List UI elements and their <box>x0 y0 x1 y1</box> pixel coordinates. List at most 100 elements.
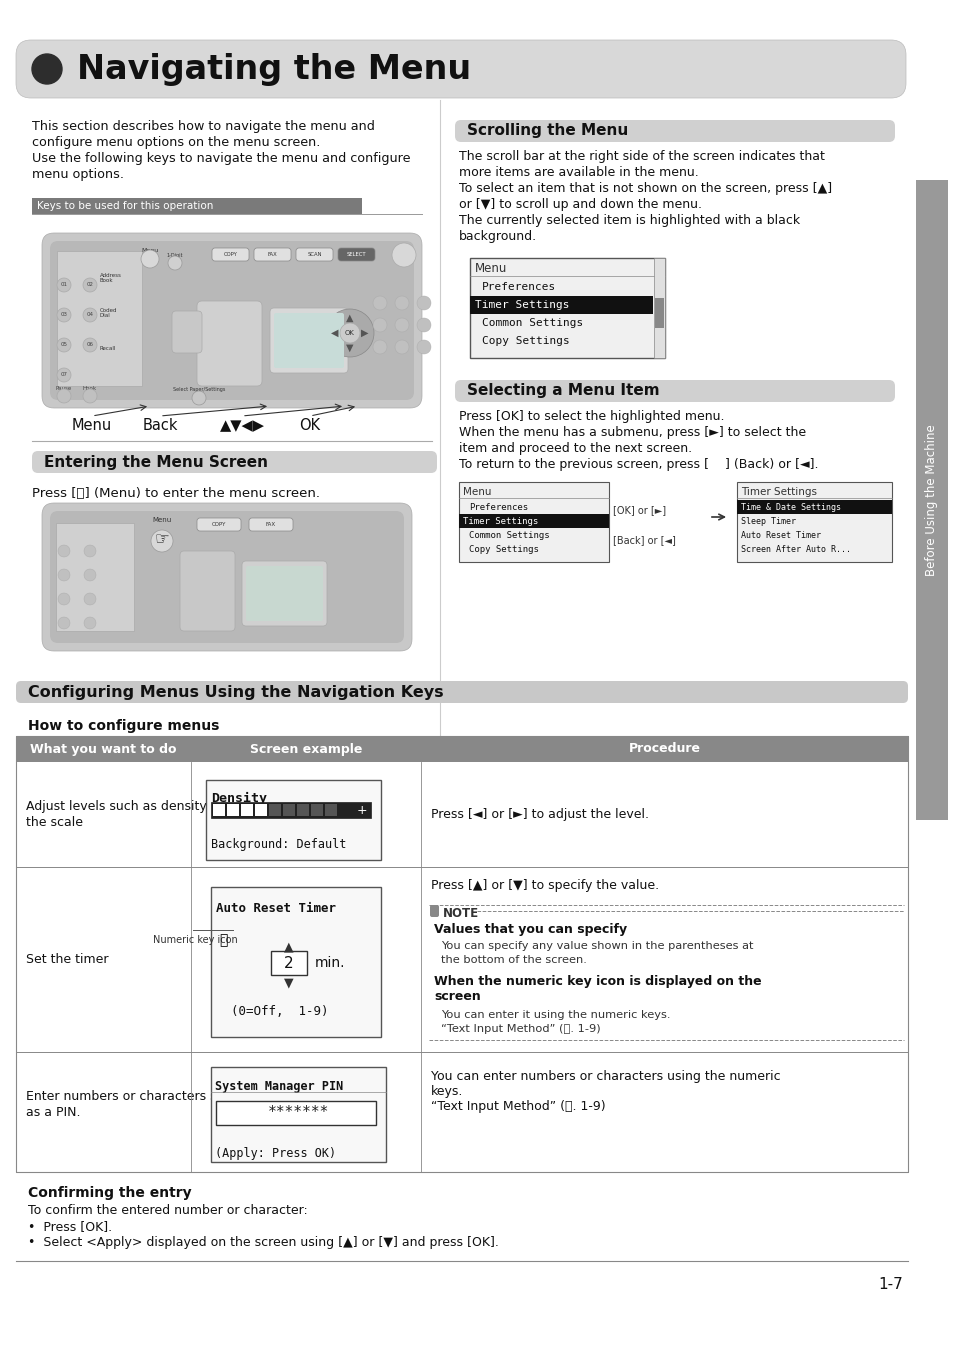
Text: ▼: ▼ <box>346 343 354 352</box>
Text: Configuring Menus Using the Navigation Keys: Configuring Menus Using the Navigation K… <box>28 684 443 699</box>
Text: Preferences: Preferences <box>481 282 556 292</box>
Text: Numeric key icon: Numeric key icon <box>152 936 237 945</box>
Bar <box>206 780 380 860</box>
Text: How to configure menus: How to configure menus <box>28 720 219 733</box>
FancyBboxPatch shape <box>212 248 249 261</box>
Text: keys.: keys. <box>431 1085 463 1098</box>
FancyBboxPatch shape <box>337 248 375 261</box>
Text: SELECT: SELECT <box>346 252 366 256</box>
FancyBboxPatch shape <box>242 562 327 626</box>
Circle shape <box>84 568 96 580</box>
FancyBboxPatch shape <box>455 379 894 402</box>
Text: You can specify any value shown in the parentheses at: You can specify any value shown in the p… <box>440 941 753 950</box>
Circle shape <box>58 568 70 580</box>
Bar <box>215 1102 375 1125</box>
Bar <box>737 500 891 514</box>
Circle shape <box>83 308 97 323</box>
Bar <box>737 482 891 562</box>
Circle shape <box>326 309 374 356</box>
Text: 04: 04 <box>87 312 93 317</box>
Text: configure menu options on the menu screen.: configure menu options on the menu scree… <box>32 136 320 148</box>
Text: background.: background. <box>458 230 537 243</box>
Circle shape <box>373 319 387 332</box>
Circle shape <box>392 243 416 267</box>
Circle shape <box>192 392 206 405</box>
Text: Preferences: Preferences <box>469 502 528 512</box>
FancyBboxPatch shape <box>253 248 291 261</box>
Text: 07: 07 <box>60 373 68 378</box>
Text: You can enter it using the numeric keys.: You can enter it using the numeric keys. <box>440 1010 670 1021</box>
Circle shape <box>84 617 96 629</box>
Text: COPY: COPY <box>223 252 237 256</box>
FancyBboxPatch shape <box>50 242 414 400</box>
Circle shape <box>83 389 97 404</box>
Circle shape <box>84 593 96 605</box>
Text: +: + <box>356 803 367 817</box>
Text: [OK] or [►]: [OK] or [►] <box>613 505 665 514</box>
Text: Selecting a Menu Item: Selecting a Menu Item <box>467 383 659 398</box>
Circle shape <box>141 250 159 269</box>
Text: Set the timer: Set the timer <box>26 953 109 967</box>
Bar <box>211 802 371 818</box>
Bar <box>16 736 907 1172</box>
Text: System Manager PIN: System Manager PIN <box>214 1080 343 1094</box>
Circle shape <box>168 256 182 270</box>
Text: Entering the Menu Screen: Entering the Menu Screen <box>44 455 268 470</box>
FancyBboxPatch shape <box>42 234 421 408</box>
Circle shape <box>58 545 70 558</box>
FancyBboxPatch shape <box>455 120 894 142</box>
Text: The currently selected item is highlighted with a black: The currently selected item is highlight… <box>458 215 800 227</box>
FancyBboxPatch shape <box>246 566 323 621</box>
Text: Navigating the Menu: Navigating the Menu <box>77 53 471 85</box>
Circle shape <box>339 323 359 343</box>
Bar <box>16 1052 907 1172</box>
Text: Coded
Dial: Coded Dial <box>100 308 117 319</box>
Text: OK: OK <box>345 329 355 336</box>
Text: OK: OK <box>299 418 320 433</box>
Text: COPY: COPY <box>212 522 226 526</box>
Text: Menu: Menu <box>71 418 112 433</box>
FancyBboxPatch shape <box>32 451 436 472</box>
Text: Common Settings: Common Settings <box>481 319 582 328</box>
Text: FAX: FAX <box>268 252 277 256</box>
Text: 02: 02 <box>87 282 93 288</box>
FancyBboxPatch shape <box>196 301 262 386</box>
Text: When the menu has a submenu, press [►] to select the: When the menu has a submenu, press [►] t… <box>458 427 805 439</box>
Text: Auto Reset Timer: Auto Reset Timer <box>740 531 821 540</box>
Circle shape <box>373 340 387 354</box>
Text: or [▼] to scroll up and down the menu.: or [▼] to scroll up and down the menu. <box>458 198 701 211</box>
Text: 05: 05 <box>60 343 68 347</box>
Text: 1-7: 1-7 <box>878 1277 902 1292</box>
Circle shape <box>58 593 70 605</box>
FancyBboxPatch shape <box>196 518 241 531</box>
Text: Back: Back <box>142 418 177 433</box>
Circle shape <box>58 617 70 629</box>
FancyBboxPatch shape <box>274 313 344 369</box>
Circle shape <box>395 340 409 354</box>
Text: 06: 06 <box>87 343 93 347</box>
Bar <box>213 805 225 815</box>
Text: Menu: Menu <box>152 517 172 522</box>
Text: Pause: Pause <box>56 386 72 390</box>
Circle shape <box>83 338 97 352</box>
Text: Enter numbers or characters such: Enter numbers or characters such <box>26 1089 239 1103</box>
Text: Use the following keys to navigate the menu and configure: Use the following keys to navigate the m… <box>32 153 410 165</box>
Text: Press [◄] or [►] to adjust the level.: Press [◄] or [►] to adjust the level. <box>431 809 648 821</box>
Text: Time & Date Settings: Time & Date Settings <box>740 502 841 512</box>
Bar <box>211 887 380 1037</box>
Text: ▼: ▼ <box>284 976 294 990</box>
Bar <box>56 522 133 630</box>
Text: Menu: Menu <box>475 262 507 274</box>
Text: 1-Digit: 1-Digit <box>167 252 183 258</box>
Bar <box>296 805 309 815</box>
Text: ☞: ☞ <box>154 531 170 548</box>
Text: To select an item that is not shown on the screen, press [▲]: To select an item that is not shown on t… <box>458 182 831 194</box>
Bar <box>16 736 907 761</box>
Circle shape <box>57 308 71 323</box>
Text: ▶: ▶ <box>361 328 369 338</box>
Text: the scale: the scale <box>26 815 83 829</box>
Bar <box>227 805 239 815</box>
Bar <box>655 298 663 328</box>
Text: ▲▼◀▶: ▲▼◀▶ <box>219 418 264 433</box>
FancyBboxPatch shape <box>430 904 438 917</box>
